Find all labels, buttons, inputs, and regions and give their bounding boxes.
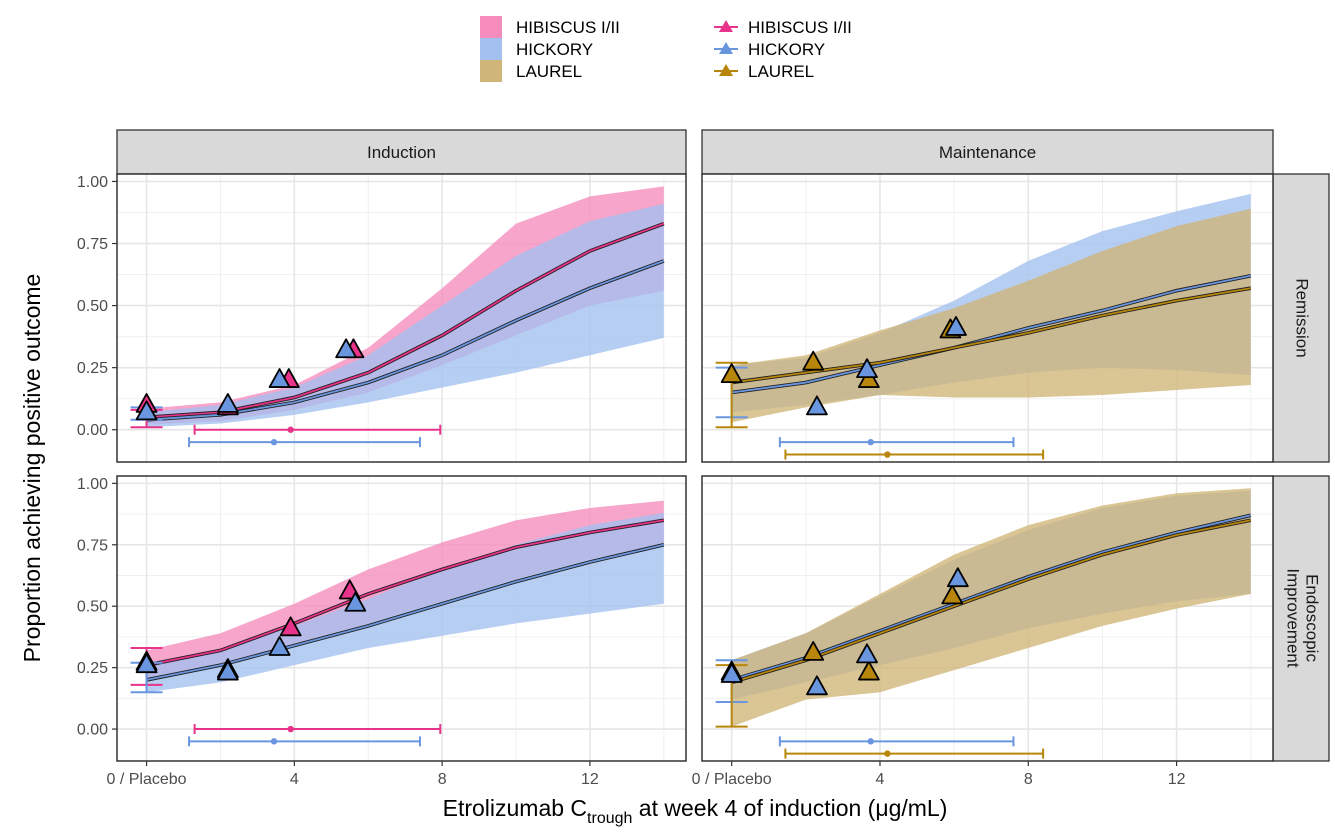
median-line-hickory	[146, 543, 665, 681]
x-axis-title: Etrolizumab Ctrough at week 4 of inducti…	[443, 795, 948, 827]
exposure-median-point-hickory	[270, 738, 278, 745]
strip-label-remission: Remission	[1293, 278, 1312, 357]
y-tick-label: 1.00	[77, 476, 108, 493]
y-tick-label: 0.25	[77, 360, 108, 377]
x-tick-label: 0 / Placebo	[107, 771, 187, 788]
y-tick-label: 0.75	[77, 537, 108, 554]
x-tick-label: 4	[290, 771, 299, 788]
exposure-median-point-hibiscus-i-ii	[287, 725, 294, 733]
observed-point-hickory	[946, 567, 969, 588]
exposure-median-point-laurel	[884, 750, 891, 757]
strip-remission	[1272, 173, 1330, 463]
panel-border	[116, 475, 687, 762]
x-tick-label: 8	[1024, 771, 1033, 788]
x-axis-title-subscript: trough	[587, 810, 632, 827]
legend-fill-label-hibiscus: HIBISCUS I/II	[516, 18, 620, 37]
observed-point-hibiscus-i-ii	[279, 616, 302, 637]
strip-label-endoscopic-line1: Endoscopic	[1303, 574, 1322, 662]
ribbon-hickory	[146, 203, 664, 428]
panel-induction-remission: 0.00 0.25 0.50 0.75 1.00	[77, 173, 687, 463]
observed-point-hickory	[806, 395, 828, 416]
legend-line-label-hibiscus: HIBISCUS I/II	[748, 18, 852, 37]
y-tick-label: 0.00	[77, 722, 108, 739]
legend-fill-key-hibiscus	[480, 16, 502, 38]
observed-point-hickory	[344, 591, 367, 612]
observed-point-hickory	[268, 368, 291, 388]
observed-point-laurel	[857, 368, 880, 388]
strip-label-endoscopic-line2: Improvement	[1284, 568, 1303, 667]
y-tick-label: 0.25	[77, 660, 108, 677]
observed-point-hickory	[856, 643, 878, 664]
y-tick-label: 1.00	[77, 174, 108, 191]
observed-point-hickory	[216, 660, 239, 681]
x-axis-title-main: Etrolizumab C	[443, 795, 587, 821]
legend-line-triangle-hibiscus-i-ii	[719, 20, 733, 32]
x-tick-label: 12	[581, 771, 599, 788]
strip-maintenance	[701, 129, 1274, 175]
legend-fill-key-hickory	[480, 38, 502, 60]
legend-fill-label-hickory: HICKORY	[516, 40, 593, 59]
median-line-laurel	[731, 287, 1251, 384]
observed-point-hickory	[135, 400, 158, 421]
median-line-hibiscus-i-ii	[146, 519, 664, 667]
ribbon-hibiscus-i-ii	[146, 186, 664, 425]
exposure-median-point-hibiscus-i-ii	[287, 426, 294, 433]
legend-line-triangle-hickory	[719, 42, 733, 54]
y-tick-label: 0.50	[77, 298, 108, 315]
panels: 0.00 0.25 0.50 0.75 1.00 0.00 0.25 0.50 0.75 1.00…	[77, 173, 1274, 788]
observed-point-hickory	[720, 663, 743, 683]
panel-border	[701, 173, 1274, 463]
y-tick-label: 0.50	[77, 599, 108, 616]
observed-point-hickory	[806, 675, 828, 696]
observed-point-hickory	[335, 338, 357, 359]
panel-maintenance-remission	[701, 173, 1274, 463]
strip-endoscopic-improvement	[1272, 475, 1330, 762]
exposure-median-point-laurel	[884, 451, 891, 458]
exposure-median-point-hickory	[270, 438, 278, 446]
observed-point-hickory	[135, 653, 158, 674]
panel-border	[116, 173, 687, 463]
observed-point-laurel	[941, 584, 964, 605]
legend-fill-label-laurel: LAUREL	[516, 62, 582, 81]
strip-label-induction: Induction	[367, 143, 436, 162]
legend-line-label-hickory: HICKORY	[748, 40, 825, 59]
observed-point-laurel	[802, 350, 825, 371]
observed-point-laurel	[857, 660, 880, 681]
panel-border	[701, 475, 1274, 762]
legend: HIBISCUS I/II HICKORY LAUREL HIBISCUS I/…	[480, 16, 852, 82]
panel-maintenance-endoscopic: 0 / Placebo 4 8 12	[692, 475, 1274, 788]
legend-line-key-laurel	[714, 64, 738, 76]
observed-point-hickory	[268, 636, 291, 656]
legend-line-triangle-laurel	[719, 64, 733, 76]
exposure-median-point-hickory	[867, 738, 874, 745]
observed-point-hickory	[856, 358, 878, 379]
legend-line-key-hickory	[714, 42, 738, 54]
legend-fill-key-laurel	[480, 60, 502, 82]
x-tick-label: 4	[876, 771, 885, 788]
exposure-median-point-hickory	[867, 438, 874, 446]
panel-induction-endoscopic: 0.00 0.25 0.50 0.75 1.00 0 / Placebo 4 8 12	[77, 475, 687, 788]
legend-line-key-hibiscus	[714, 20, 738, 32]
x-tick-label: 8	[438, 771, 447, 788]
x-axis-title-rest: at week 4 of induction (μg/mL)	[632, 795, 947, 821]
observed-point-hickory	[216, 392, 239, 413]
y-axis-title: Proportion achieving positive outcome	[19, 274, 45, 663]
strip-label-maintenance: Maintenance	[939, 143, 1036, 162]
x-tick-label: 12	[1168, 771, 1186, 788]
median-line-hickory	[731, 274, 1251, 394]
observed-point-laurel	[802, 640, 825, 661]
observed-point-laurel	[720, 363, 743, 384]
y-tick-label: 0.00	[77, 422, 108, 439]
observed-point-hickory	[945, 316, 967, 336]
legend-line-label-laurel: LAUREL	[748, 62, 814, 81]
x-tick-label: 0 / Placebo	[692, 771, 772, 788]
y-tick-label: 0.75	[77, 236, 108, 253]
